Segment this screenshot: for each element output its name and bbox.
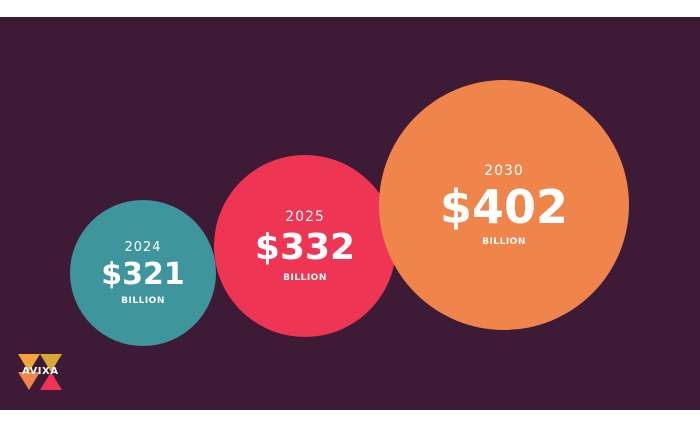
bubble-unit: BILLION (482, 237, 526, 248)
bubble-year: 2025 (285, 209, 325, 226)
bubble-unit: BILLION (283, 272, 327, 283)
bubble-value: $332 (254, 227, 356, 269)
bubble-value: $402 (439, 179, 569, 234)
bubble-2025: 2025 $332 BILLION (214, 155, 396, 337)
chart-panel: 2024 $321 BILLION 2025 $332 BILLION 2030 $402 BI… (0, 17, 700, 410)
bubble-unit: BILLION (121, 296, 165, 307)
bubble-2024: 2024 $321 BILLION (70, 200, 216, 346)
avixa-logo-mark (18, 354, 62, 390)
bubble-2030: 2030 $402 BILLION (379, 80, 629, 330)
bubble-year: 2024 (124, 239, 162, 255)
bubble-year: 2030 (484, 162, 524, 179)
bubble-value: $321 (101, 256, 185, 292)
logo-text: AVIXA (22, 366, 59, 377)
avixa-logo: AVIXA (18, 354, 62, 390)
